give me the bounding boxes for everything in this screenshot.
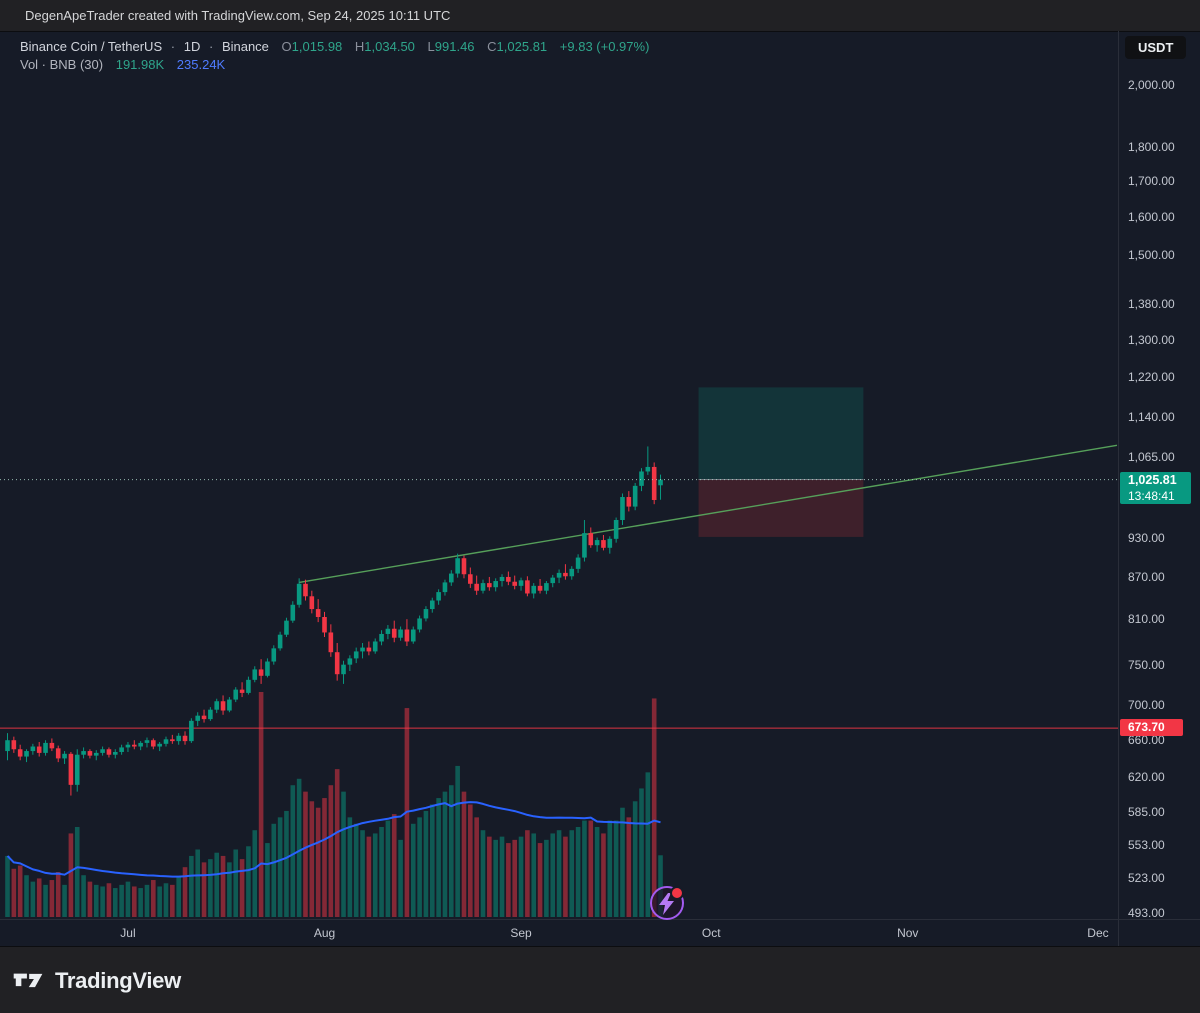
legend-separator: ·: [208, 39, 214, 54]
bar-close-countdown: 13:48:41: [1128, 488, 1175, 503]
price-tick: 1,065.00: [1128, 450, 1175, 465]
price-tick: 660.00: [1128, 733, 1165, 748]
price-tick: 523.00: [1128, 870, 1165, 885]
price-tick: 620.00: [1128, 770, 1165, 785]
time-tick: Nov: [897, 926, 919, 940]
chart-legend: Binance Coin / TetherUS · 1D · Binance O…: [20, 38, 649, 74]
close-value: 1,025.81: [496, 39, 548, 54]
price-tick: 1,140.00: [1128, 410, 1175, 425]
close-label: C: [487, 39, 497, 54]
attribution-text: DegenApeTrader created with TradingView.…: [25, 8, 451, 23]
currency-chip[interactable]: USDT: [1125, 36, 1187, 59]
low-value: 991.46: [434, 39, 475, 54]
volume-value: 191.98K: [115, 57, 165, 72]
last-price-value: 1,025.81: [1128, 472, 1177, 487]
price-tick: 2,000.00: [1128, 78, 1175, 92]
legend-separator: ·: [170, 39, 176, 54]
price-tick: 1,600.00: [1128, 209, 1175, 224]
price-tick: 930.00: [1128, 530, 1165, 545]
open-value: 1,015.98: [291, 39, 343, 54]
low-label: L: [427, 39, 435, 54]
lightning-icon: [659, 893, 674, 915]
interval-label[interactable]: 1D: [183, 39, 201, 54]
price-tick: 1,500.00: [1128, 248, 1175, 263]
chart-area[interactable]: [0, 31, 1118, 919]
volume-study-label[interactable]: Vol · BNB (30): [20, 57, 104, 72]
change-value: +9.83 (+0.97%): [559, 39, 650, 54]
price-tick: 700.00: [1128, 698, 1165, 713]
footer-bar: TradingView: [0, 946, 1200, 1013]
price-tick: 585.00: [1128, 804, 1165, 819]
price-tick: 493.00: [1128, 905, 1165, 920]
volume-ma-value: 235.24K: [176, 57, 226, 72]
time-tick: Sep: [510, 926, 532, 940]
tradingview-logo-text[interactable]: TradingView: [55, 967, 181, 993]
price-tick: 870.00: [1128, 569, 1165, 584]
time-tick: Aug: [313, 926, 336, 940]
time-tick: Jul: [120, 926, 136, 940]
notification-dot: [670, 886, 684, 900]
level-price-label: 673.70: [1120, 719, 1183, 737]
attribution-bar: DegenApeTrader created with TradingView.…: [0, 0, 1200, 32]
price-tick: 1,220.00: [1128, 370, 1175, 385]
time-axis[interactable]: Jul Aug Sep Oct Nov Dec: [0, 919, 1200, 947]
price-tick: 1,300.00: [1128, 332, 1175, 347]
price-tick: 1,380.00: [1128, 297, 1175, 312]
price-axis[interactable]: 2,000.00 1,800.00 1,700.00 1,600.00 1,500.00…: [1118, 31, 1200, 946]
time-tick: Dec: [1087, 926, 1109, 940]
price-tick: 1,700.00: [1128, 174, 1175, 189]
last-price-label: 1,025.81 13:48:41: [1120, 471, 1191, 504]
exchange-label: Binance: [221, 39, 269, 54]
price-tick: 1,800.00: [1128, 140, 1175, 155]
price-tick: 553.00: [1128, 837, 1165, 852]
tradingview-logo-icon[interactable]: [13, 968, 47, 994]
open-label: O: [281, 39, 292, 54]
time-tick: Oct: [701, 926, 721, 940]
high-label: H: [354, 39, 365, 54]
symbol-legend-row[interactable]: Binance Coin / TetherUS · 1D · Binance O…: [20, 38, 649, 56]
price-tick: 750.00: [1128, 657, 1165, 672]
price-tick: 810.00: [1128, 612, 1165, 627]
volume-legend-row[interactable]: Vol · BNB (30) 191.98K 235.24K: [20, 56, 649, 74]
symbol-title[interactable]: Binance Coin / TetherUS: [20, 39, 163, 54]
boost-button[interactable]: [650, 886, 684, 920]
high-value: 1,034.50: [364, 39, 415, 54]
